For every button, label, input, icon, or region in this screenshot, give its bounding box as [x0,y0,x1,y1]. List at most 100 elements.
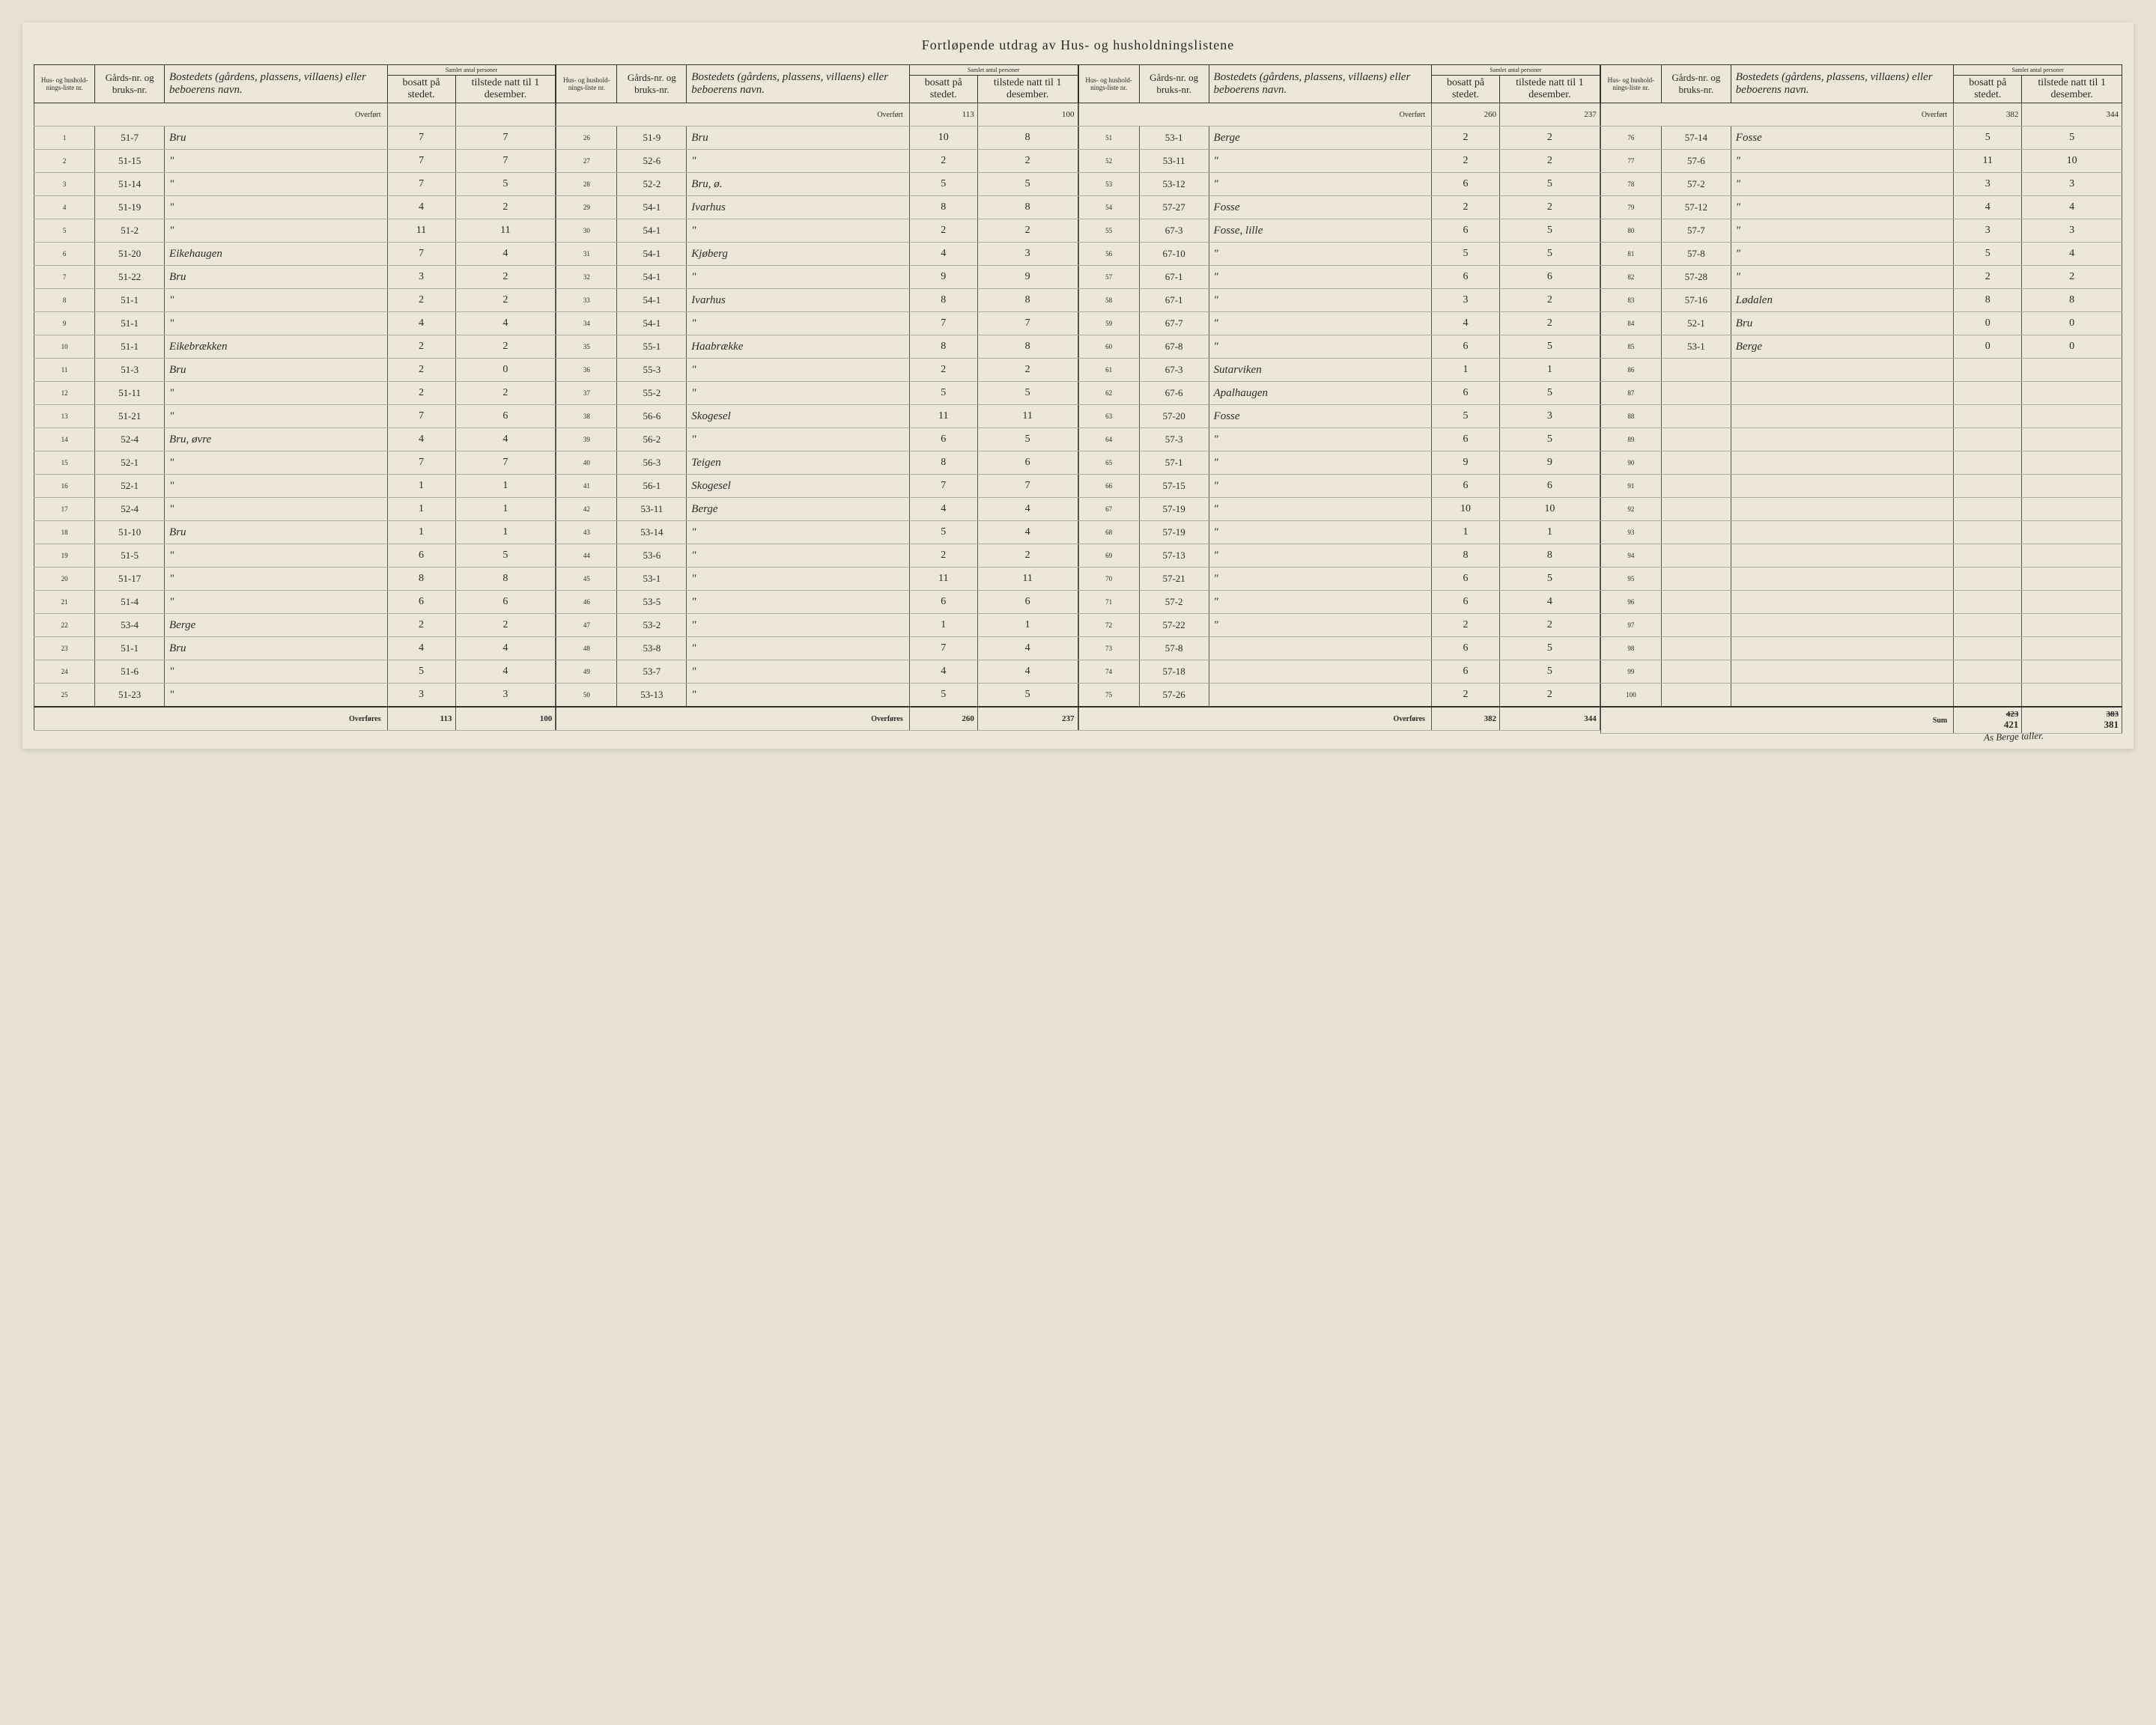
cell-nr: 7 [34,266,95,289]
cell-bosatt: 4 [1954,196,2022,219]
cell-tilstede: 3 [977,243,1078,266]
table-row: 92 [1600,498,2122,521]
cell-nr: 65 [1078,451,1139,475]
cell-tilstede: 5 [1500,382,1600,405]
cell-nr: 98 [1600,637,1661,660]
cell-nr: 39 [556,428,617,451]
cell-nr: 45 [556,568,617,591]
table-row: 44 53-6 " 2 2 [556,544,1078,568]
table-row: 33 54-1 Ivarhus 8 8 [556,289,1078,312]
cell-tilstede: 4 [1500,591,1600,614]
col-bosted: Bostedets (gårdens, plassens, villaens) … [1209,65,1431,103]
col-liste-nr: Hus- og hushold-nings-liste nr. [34,65,95,103]
table-row: 25 51-23 " 3 3 [34,684,556,708]
cell-bosted: Apalhaugen [1209,382,1431,405]
cell-bosted: Berge [165,614,387,637]
overfores-label: Overføres [34,707,388,731]
cell-bosatt: 4 [909,498,977,521]
cell-gard: 53-11 [1139,150,1209,173]
table-row: 80 57-7 " 3 3 [1600,219,2122,243]
cell-nr: 77 [1600,150,1661,173]
cell-nr: 16 [34,475,95,498]
cell-bosted [1731,428,1953,451]
cell-nr: 51 [1078,127,1139,150]
table-row: 49 53-7 " 4 4 [556,660,1078,684]
cell-gard: 52-4 [95,428,165,451]
col-tilstede: tilstede natt til 1 desember. [2022,76,2122,103]
table-row: 43 53-14 " 5 4 [556,521,1078,544]
cell-bosted [1731,451,1953,475]
cell-nr: 67 [1078,498,1139,521]
cell-bosted: Teigen [687,451,909,475]
cell-bosatt: 11 [1954,150,2022,173]
cell-tilstede [2022,660,2122,684]
table-row: 38 56-6 Skogesel 11 11 [556,405,1078,428]
cell-nr: 60 [1078,335,1139,359]
block-2: Hus- og hushold-nings-liste nr. Gårds-nr… [556,64,1078,734]
cell-bosatt: 4 [1432,312,1500,335]
cell-gard: 53-1 [1661,335,1731,359]
cell-bosatt: 2 [1432,150,1500,173]
cell-bosted: Ivarhus [687,289,909,312]
overfores-bosatt: 113 [387,707,455,731]
col-bosted: Bostedets (gårdens, plassens, villaens) … [1731,65,1953,103]
col-gards-nr: Gårds-nr. og bruks-nr. [1661,65,1731,103]
cell-tilstede: 5 [1500,428,1600,451]
cell-bosatt: 2 [387,335,455,359]
cell-nr: 18 [34,521,95,544]
table-row: 7 51-22 Bru 3 2 [34,266,556,289]
cell-tilstede: 1 [455,475,556,498]
cell-tilstede: 2 [2022,266,2122,289]
cell-gard: 52-1 [95,475,165,498]
cell-gard: 57-26 [1139,684,1209,708]
cell-gard: 53-1 [617,568,687,591]
cell-nr: 17 [34,498,95,521]
col-gards-nr: Gårds-nr. og bruks-nr. [95,65,165,103]
cell-nr: 58 [1078,289,1139,312]
cell-tilstede: 0 [2022,312,2122,335]
cell-bosatt [1954,405,2022,428]
cell-gard: 67-10 [1139,243,1209,266]
cell-bosatt: 7 [387,243,455,266]
table-row: 37 55-2 " 5 5 [556,382,1078,405]
table-row: 100 [1600,684,2122,708]
table-row: 97 [1600,614,2122,637]
cell-tilstede: 7 [455,451,556,475]
table-row: 56 67-10 " 5 5 [1078,243,1600,266]
cell-bosted: " [165,173,387,196]
table-row: 31 54-1 Kjøberg 4 3 [556,243,1078,266]
cell-tilstede: 1 [1500,521,1600,544]
cell-bosted: " [165,498,387,521]
cell-tilstede: 8 [977,335,1078,359]
cell-nr: 37 [556,382,617,405]
cell-nr: 30 [556,219,617,243]
cell-tilstede [2022,568,2122,591]
table-row: 76 57-14 Fosse 5 5 [1600,127,2122,150]
cell-nr: 26 [556,127,617,150]
cell-bosatt: 8 [909,451,977,475]
cell-gard: 57-20 [1139,405,1209,428]
cell-gard: 57-28 [1661,266,1731,289]
cell-gard: 53-8 [617,637,687,660]
cell-bosatt: 5 [387,660,455,684]
cell-nr: 8 [34,289,95,312]
cell-nr: 35 [556,335,617,359]
cell-gard: 57-27 [1139,196,1209,219]
cell-nr: 42 [556,498,617,521]
cell-tilstede: 4 [977,660,1078,684]
cell-bosted: " [165,405,387,428]
table-row: 6 51-20 Eikehaugen 7 4 [34,243,556,266]
cell-tilstede [2022,521,2122,544]
cell-bosatt: 3 [1954,173,2022,196]
cell-nr: 94 [1600,544,1661,568]
cell-nr: 33 [556,289,617,312]
cell-bosted: " [687,521,909,544]
cell-bosatt: 4 [909,243,977,266]
cell-tilstede: 0 [455,359,556,382]
cell-bosted: Bru, øvre [165,428,387,451]
cell-tilstede: 5 [455,173,556,196]
cell-bosatt: 6 [909,591,977,614]
cell-bosatt: 6 [1432,335,1500,359]
table-row: 15 52-1 " 7 7 [34,451,556,475]
cell-bosted: Fosse [1209,405,1431,428]
